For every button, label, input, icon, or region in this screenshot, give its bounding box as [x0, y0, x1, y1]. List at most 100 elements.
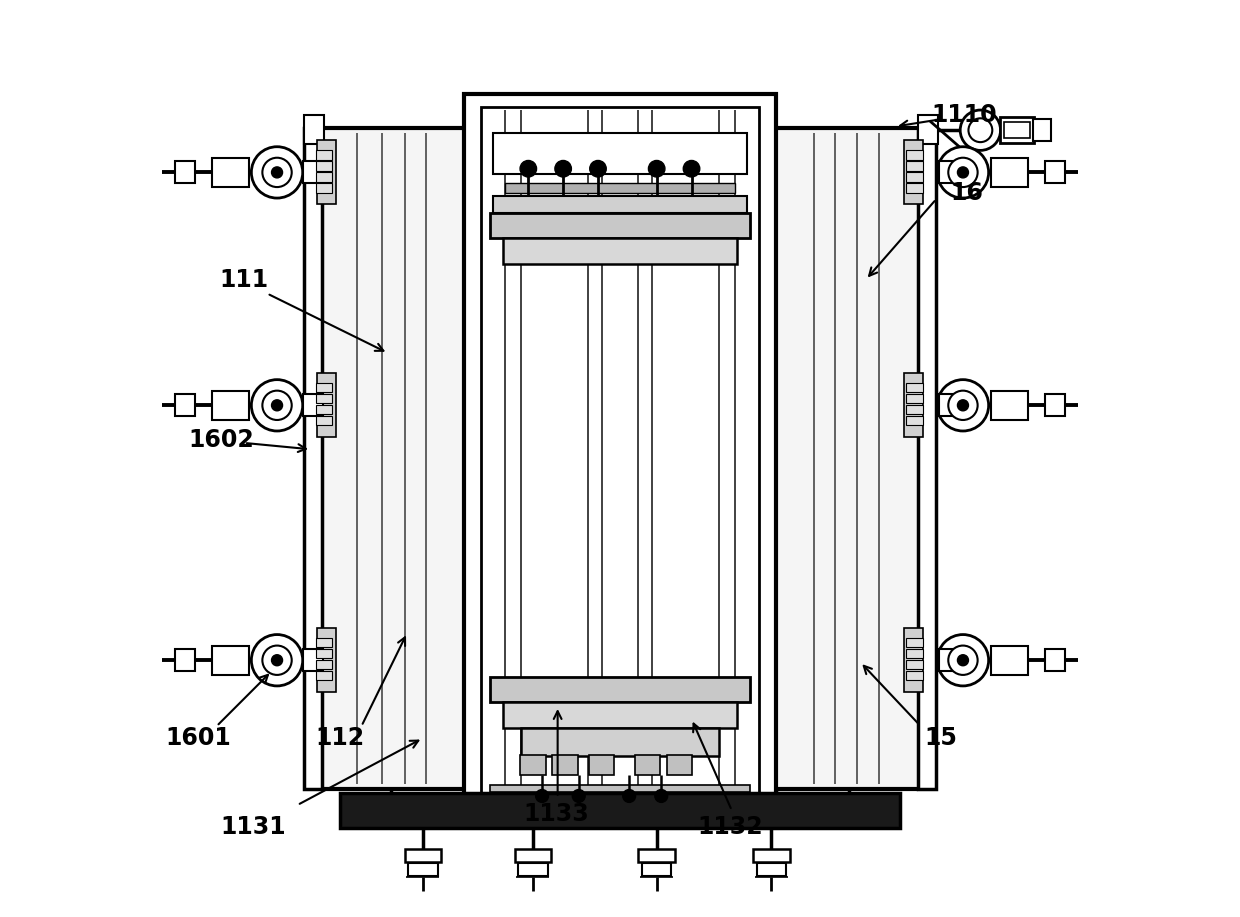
Bar: [315, 394, 332, 403]
Bar: [175, 394, 196, 416]
Bar: [904, 373, 923, 437]
Bar: [490, 785, 750, 792]
Bar: [502, 702, 738, 728]
Circle shape: [968, 118, 992, 142]
Text: 112: 112: [316, 726, 365, 750]
Bar: [904, 140, 923, 204]
Bar: [212, 646, 248, 675]
Bar: [906, 405, 923, 414]
Circle shape: [554, 160, 572, 177]
Bar: [906, 394, 923, 403]
Bar: [481, 107, 759, 793]
Circle shape: [263, 158, 291, 187]
Bar: [906, 671, 923, 680]
Bar: [939, 394, 960, 416]
Bar: [494, 133, 746, 174]
Circle shape: [649, 160, 665, 177]
Text: 16: 16: [950, 181, 983, 204]
Bar: [317, 140, 336, 204]
Bar: [303, 649, 322, 671]
Circle shape: [622, 790, 636, 802]
Bar: [315, 383, 332, 392]
Bar: [315, 638, 332, 647]
Bar: [756, 863, 786, 876]
Bar: [906, 161, 923, 171]
Bar: [1033, 119, 1052, 141]
Bar: [906, 172, 923, 182]
Circle shape: [957, 655, 968, 666]
Bar: [992, 646, 1028, 675]
Bar: [304, 128, 322, 789]
Bar: [1044, 161, 1065, 183]
Bar: [667, 755, 692, 775]
Text: 1602: 1602: [188, 428, 254, 452]
Circle shape: [960, 110, 1001, 150]
Bar: [1004, 122, 1030, 138]
Bar: [906, 150, 923, 160]
Bar: [642, 863, 671, 876]
Circle shape: [252, 147, 303, 198]
Bar: [315, 649, 332, 658]
Circle shape: [655, 790, 667, 802]
Bar: [992, 158, 1028, 187]
Bar: [464, 94, 776, 807]
Bar: [317, 628, 336, 692]
Bar: [315, 671, 332, 680]
Bar: [490, 213, 750, 238]
Bar: [404, 849, 441, 862]
Bar: [776, 128, 918, 789]
Bar: [906, 638, 923, 647]
Circle shape: [957, 400, 968, 411]
Bar: [1044, 394, 1065, 416]
Bar: [340, 793, 900, 828]
Bar: [175, 161, 196, 183]
Bar: [906, 649, 923, 658]
Bar: [304, 115, 324, 144]
Circle shape: [683, 160, 699, 177]
Circle shape: [263, 646, 291, 675]
Circle shape: [252, 380, 303, 431]
Circle shape: [573, 790, 585, 802]
Circle shape: [937, 380, 988, 431]
Text: 15: 15: [925, 726, 957, 750]
Bar: [408, 863, 438, 876]
Circle shape: [520, 160, 537, 177]
Bar: [906, 183, 923, 193]
Bar: [315, 161, 332, 171]
Bar: [552, 755, 578, 775]
Circle shape: [590, 160, 606, 177]
Bar: [506, 183, 734, 193]
Text: 1132: 1132: [697, 815, 763, 839]
Circle shape: [949, 158, 977, 187]
Circle shape: [263, 391, 291, 420]
Bar: [315, 172, 332, 182]
Bar: [906, 660, 923, 669]
Circle shape: [949, 646, 977, 675]
Bar: [303, 394, 322, 416]
Bar: [315, 183, 332, 193]
Bar: [303, 161, 322, 183]
Bar: [939, 649, 960, 671]
Bar: [639, 849, 675, 862]
Circle shape: [949, 391, 977, 420]
Circle shape: [272, 167, 283, 178]
Bar: [315, 416, 332, 425]
Bar: [635, 755, 661, 775]
Bar: [490, 677, 750, 702]
Circle shape: [272, 400, 283, 411]
Bar: [322, 128, 918, 789]
Text: 1601: 1601: [165, 726, 231, 750]
Text: 1133: 1133: [523, 802, 589, 826]
Bar: [918, 128, 936, 789]
Bar: [992, 391, 1028, 420]
Bar: [521, 728, 719, 756]
Bar: [918, 115, 939, 144]
Text: 1110: 1110: [931, 103, 997, 127]
Text: 1131: 1131: [221, 815, 286, 839]
Bar: [322, 128, 464, 789]
Bar: [753, 849, 790, 862]
Bar: [515, 849, 552, 862]
Bar: [315, 405, 332, 414]
Bar: [317, 373, 336, 437]
Circle shape: [252, 635, 303, 686]
